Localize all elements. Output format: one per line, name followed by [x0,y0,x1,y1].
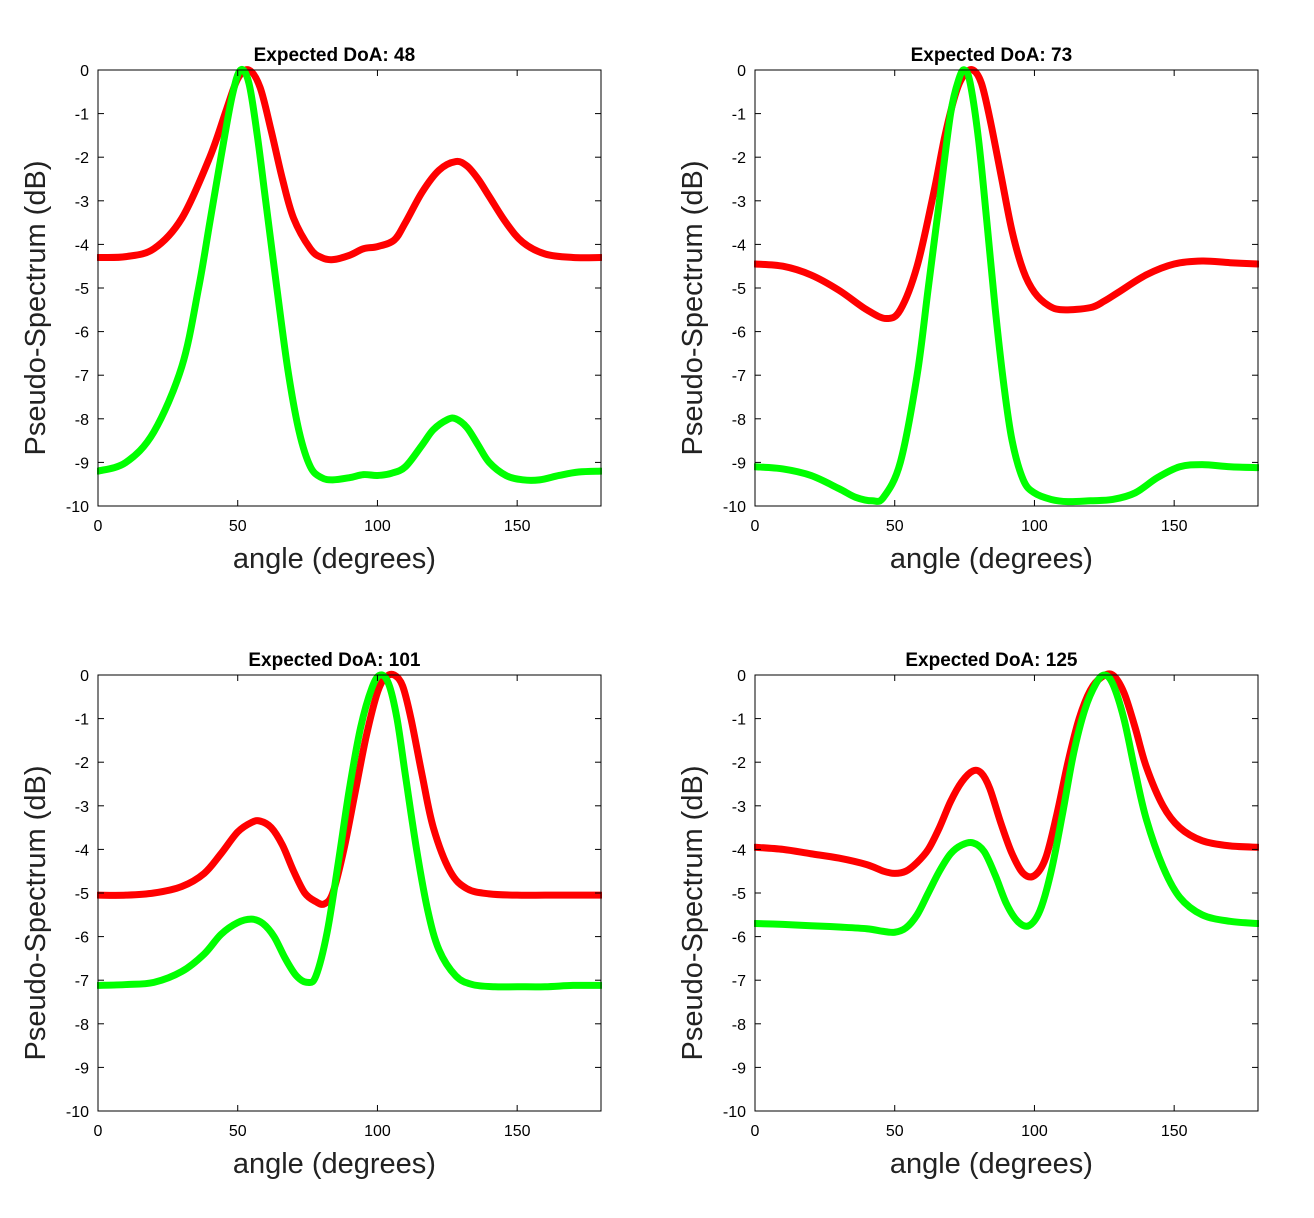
y-tick-label: 0 [737,668,746,685]
chart-panel-2: 0 -1 -2 -3 -4 -5 -6 -7 -8 -9 -10 0 50 100 150 Expected … [657,0,1314,605]
chart-title: Expected DoA: 73 [911,45,1073,66]
y-tick-label: -5 [732,886,746,903]
y-tick-label: -6 [75,325,89,342]
y-tick-label: -8 [75,412,89,429]
x-tick-label: 50 [229,518,247,535]
y-tick-label: -6 [732,325,746,342]
y-tick-label: -8 [75,1017,89,1034]
x-tick-label: 50 [886,1123,904,1140]
y-tick-label: -2 [732,150,746,167]
y-tick-label: -1 [75,107,89,124]
x-tick-label: 0 [751,1123,760,1140]
y-tick-label: -10 [66,499,89,516]
x-tick-label: 50 [229,1123,247,1140]
x-tick-label: 150 [504,518,531,535]
y-tick-label: -9 [75,1060,89,1077]
y-axis-label: Pseudo-Spectrum (dB) [677,766,709,1061]
x-axis-label: angle (degrees) [890,543,1093,575]
y-tick-label: -3 [732,194,746,211]
x-tick-label: 100 [1021,1123,1048,1140]
x-tick-label: 50 [886,518,904,535]
series-line-red [754,670,1259,881]
series-line-red [97,670,602,908]
chart-panel-3: 0 -1 -2 -3 -4 -5 -6 -7 -8 -9 -10 0 50 100 150 Expected … [0,605,657,1210]
y-tick-label: -7 [75,973,89,990]
series-line-green [97,66,602,484]
chart-title: Expected DoA: 48 [254,45,416,66]
series-line-green [754,671,1259,936]
chart-svg: 0 -1 -2 -3 -4 -5 -6 -7 -8 -9 -10 0 50 100 150 Expected … [20,650,602,1180]
x-axis-label: angle (degrees) [233,543,436,575]
x-axis-label: angle (degrees) [890,1148,1093,1180]
chart-svg: 0 -1 -2 -3 -4 -5 -6 -7 -8 -9 -10 0 50 100 150 Expected … [677,650,1259,1180]
y-tick-label: 0 [80,63,89,80]
series-line-green [754,66,1259,506]
x-axis-label: angle (degrees) [233,1148,436,1180]
y-tick-label: -7 [732,973,746,990]
series-line-red [97,66,602,264]
y-tick-label: -6 [75,930,89,947]
y-tick-label: -3 [732,799,746,816]
y-tick-label: -2 [75,755,89,772]
y-axis-label: Pseudo-Spectrum (dB) [20,161,52,456]
x-tick-label: 0 [94,1123,103,1140]
y-tick-label: -9 [732,1060,746,1077]
chart-title: Expected DoA: 101 [248,650,421,671]
series-line-green [97,671,602,991]
x-tick-label: 150 [1161,1123,1188,1140]
y-tick-label: -3 [75,799,89,816]
chart-panel-1: 0 -1 -2 -3 -4 -5 -6 -7 -8 -9 -10 0 50 100 150 Expected … [0,0,657,605]
x-tick-label: 100 [1021,518,1048,535]
y-tick-label: -3 [75,194,89,211]
y-tick-label: -7 [732,368,746,385]
y-tick-label: -9 [732,455,746,472]
y-tick-label: -8 [732,412,746,429]
chart-title: Expected DoA: 125 [905,650,1078,671]
y-tick-label: -9 [75,455,89,472]
y-tick-label: -6 [732,930,746,947]
y-tick-label: -10 [723,499,746,516]
x-tick-label: 100 [364,1123,391,1140]
y-tick-label: -5 [75,281,89,298]
y-tick-label: -1 [732,712,746,729]
y-tick-label: -2 [75,150,89,167]
y-tick-label: -5 [732,281,746,298]
y-tick-label: -4 [732,237,746,254]
series-line-red [754,66,1259,323]
y-tick-label: -1 [732,107,746,124]
chart-svg: 0 -1 -2 -3 -4 -5 -6 -7 -8 -9 -10 0 50 100 150 Expected … [20,45,602,575]
x-tick-label: 150 [504,1123,531,1140]
y-tick-label: -4 [732,842,746,859]
y-tick-label: -10 [66,1104,89,1121]
y-tick-label: -10 [723,1104,746,1121]
y-tick-label: -2 [732,755,746,772]
y-tick-label: -4 [75,237,89,254]
chart-panel-4: 0 -1 -2 -3 -4 -5 -6 -7 -8 -9 -10 0 50 100 150 Expected … [657,605,1314,1210]
y-axis-label: Pseudo-Spectrum (dB) [20,766,52,1061]
chart-svg: 0 -1 -2 -3 -4 -5 -6 -7 -8 -9 -10 0 50 100 150 Expected … [677,45,1259,575]
y-tick-label: -1 [75,712,89,729]
x-tick-label: 0 [751,518,760,535]
x-tick-label: 150 [1161,518,1188,535]
x-tick-label: 100 [364,518,391,535]
plot-frame [97,69,602,507]
y-axis-label: Pseudo-Spectrum (dB) [677,161,709,456]
y-tick-label: -5 [75,886,89,903]
plot-frame [754,674,1259,1112]
y-tick-label: 0 [80,668,89,685]
x-tick-label: 0 [94,518,103,535]
y-tick-label: -7 [75,368,89,385]
y-tick-label: 0 [737,63,746,80]
y-tick-label: -8 [732,1017,746,1034]
y-tick-label: -4 [75,842,89,859]
